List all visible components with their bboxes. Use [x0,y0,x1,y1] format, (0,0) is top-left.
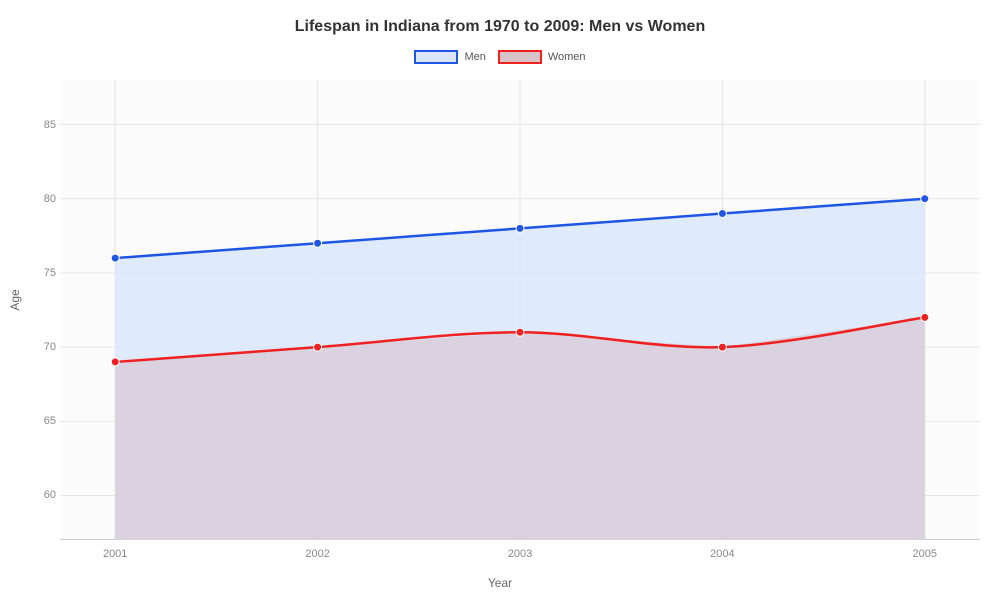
legend-swatch-men [414,50,458,64]
y-tick-label: 70 [40,341,56,353]
data-point[interactable] [111,254,119,262]
data-point[interactable] [921,195,929,203]
x-tick-label: 2001 [103,548,127,560]
y-tick-label: 75 [40,267,56,279]
legend: Men Women [0,50,1000,64]
y-tick-label: 60 [40,489,56,501]
x-tick-label: 2004 [710,548,734,560]
y-tick-label: 85 [40,119,56,131]
data-point[interactable] [314,343,322,351]
legend-item-women[interactable]: Women [498,50,586,64]
y-tick-label: 80 [40,193,56,205]
legend-label-women: Women [548,51,586,63]
plot-wrap [60,80,980,540]
data-point[interactable] [718,343,726,351]
data-point[interactable] [921,313,929,321]
data-point[interactable] [314,239,322,247]
data-point[interactable] [516,224,524,232]
plot-area [60,80,980,540]
legend-swatch-women [498,50,542,64]
y-tick-label: 65 [40,415,56,427]
x-axis-label: Year [488,576,512,590]
x-tick-label: 2003 [508,548,532,560]
chart-container: Lifespan in Indiana from 1970 to 2009: M… [0,0,1000,600]
y-axis-label: Age [8,289,22,310]
data-point[interactable] [516,328,524,336]
legend-item-men[interactable]: Men [414,50,485,64]
data-point[interactable] [111,358,119,366]
chart-title: Lifespan in Indiana from 1970 to 2009: M… [0,0,1000,36]
data-point[interactable] [718,210,726,218]
plot-svg [60,80,980,540]
x-tick-label: 2002 [305,548,329,560]
legend-label-men: Men [464,51,485,63]
x-tick-label: 2005 [913,548,937,560]
